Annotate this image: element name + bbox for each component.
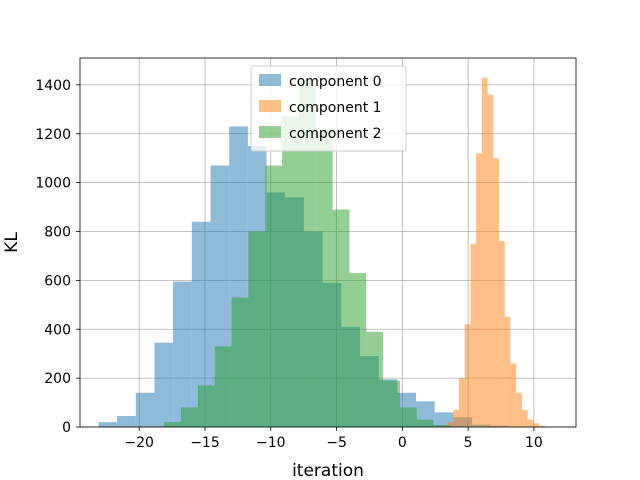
histogram-bar [315, 131, 333, 427]
histogram-bar [516, 392, 522, 427]
legend-label: component 1 [289, 100, 382, 116]
y-tick-label: 200 [44, 371, 71, 387]
legend-swatch [259, 74, 281, 86]
histogram-bar [476, 153, 482, 428]
y-tick-label: 400 [44, 322, 71, 338]
histogram-bar [298, 79, 316, 427]
histogram-bar [399, 407, 417, 427]
histogram-bar [521, 409, 528, 427]
histogram-bar [332, 209, 350, 427]
x-tick-label: 5 [464, 435, 473, 451]
histogram-bar [282, 116, 299, 427]
x-tick-label: 0 [398, 435, 407, 451]
histogram-bar [181, 407, 198, 427]
histogram-bar [366, 331, 384, 427]
histogram-bar [433, 425, 451, 427]
histogram-bar [504, 317, 511, 427]
series-1-bars [441, 77, 545, 428]
histogram-bar [231, 297, 249, 427]
histogram-bar [458, 378, 465, 427]
legend-box [250, 65, 407, 152]
histogram-bars [98, 77, 545, 428]
histogram-bar [135, 392, 155, 427]
x-tick-label: −20 [124, 435, 154, 451]
histogram-bar [453, 409, 459, 427]
y-tick-label: 1200 [35, 127, 71, 143]
y-tick-label: 1000 [35, 176, 71, 192]
histogram-bar [349, 273, 367, 427]
histogram-bar [197, 385, 215, 427]
y-axis-label: KL [2, 232, 22, 253]
y-tick-label: 600 [44, 273, 71, 289]
x-tick-label: −10 [256, 435, 286, 451]
y-tick-label: 0 [62, 420, 71, 436]
histogram-bar [493, 158, 500, 427]
histogram-bar [98, 422, 118, 427]
histogram-bar [539, 425, 545, 427]
histogram-bar [470, 243, 477, 427]
histogram-bar [214, 346, 232, 427]
histogram-bar [510, 363, 517, 427]
histogram-bar [154, 342, 174, 427]
y-tick-label: 1400 [35, 78, 71, 94]
x-axis-label: iteration [292, 461, 364, 480]
histogram-bar [173, 281, 192, 427]
series-2-bars [164, 79, 451, 427]
histogram-bar [499, 241, 505, 427]
x-tick-label: 10 [525, 435, 543, 451]
legend: component 0 component 1 component 2 [250, 65, 407, 152]
histogram-bar [487, 94, 494, 427]
x-axis-ticks: −20 −15 −10 −5 0 5 10 [124, 427, 543, 451]
y-tick-label: 800 [44, 225, 71, 241]
histogram-bar [117, 416, 136, 427]
legend-label: component 2 [289, 126, 382, 142]
x-tick-label: −5 [326, 435, 347, 451]
histogram-bar [447, 422, 454, 427]
histogram-bar [527, 419, 534, 427]
histogram-bar [248, 231, 266, 427]
histogram-bar [191, 221, 211, 427]
legend-label: component 0 [289, 74, 382, 90]
plot-frame [79, 57, 577, 428]
histogram-bar [383, 380, 400, 427]
histogram-bar [265, 165, 283, 427]
legend-swatch [259, 126, 281, 138]
histogram-bar [533, 423, 540, 427]
legend-swatch [259, 100, 281, 112]
histogram-bar [481, 77, 488, 427]
x-tick-label: −15 [190, 435, 220, 451]
histogram-bar [416, 419, 434, 427]
histogram-bar [164, 422, 182, 427]
y-axis-ticks: 0 200 400 600 800 1000 1200 1400 [35, 78, 80, 436]
histogram-bar [464, 324, 471, 427]
